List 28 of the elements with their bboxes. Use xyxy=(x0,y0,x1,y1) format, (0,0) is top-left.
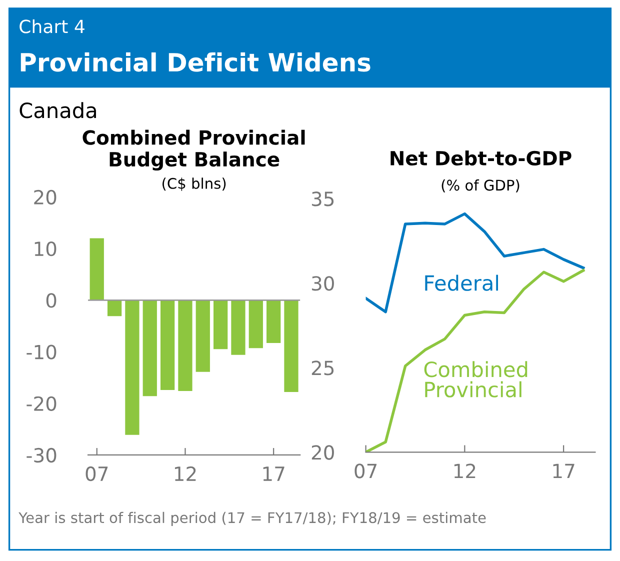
x-tick-label: 17 xyxy=(263,466,284,481)
x-tick-label: 07 xyxy=(86,466,108,482)
chart-subtitle: (C$ blns) xyxy=(162,178,226,191)
y-tick-label: 20 xyxy=(34,190,56,205)
y-tick-label: 10 xyxy=(34,241,56,256)
x-tick-label: 17 xyxy=(553,464,574,478)
chart-title: Combined Provincial Budget Balance xyxy=(82,130,305,171)
y-tick-label: -30 xyxy=(26,448,56,463)
y-tick-label: 30 xyxy=(312,276,334,291)
y-tick-label: 35 xyxy=(312,192,334,206)
line-series xyxy=(366,269,585,452)
y-tick-label: -10 xyxy=(26,344,56,360)
y-tick-label: -20 xyxy=(26,396,56,412)
caption: Chart 4 xyxy=(20,19,84,34)
line-series xyxy=(366,212,585,314)
text: Provincial Deficit Widens xyxy=(20,52,370,72)
x-tick-label: 07 xyxy=(354,464,377,478)
text: Year is start of fiscal period (17 = FY17/18); FY18/19 = estimate xyxy=(18,512,486,526)
x-tick-label: 12 xyxy=(174,466,196,481)
series-label: Federal xyxy=(425,274,498,291)
chart-title: Net Debt-to-GDP xyxy=(390,150,572,166)
x-tick-label: 12 xyxy=(454,464,476,478)
y-tick-label: 20 xyxy=(312,445,334,460)
y-tick-label: 0 xyxy=(46,293,56,308)
chart-subtitle: (% of GDP) xyxy=(442,179,520,192)
y-tick-label: 25 xyxy=(312,360,334,376)
series-label: Combined Provincial xyxy=(424,361,528,398)
text: Canada xyxy=(20,102,96,118)
